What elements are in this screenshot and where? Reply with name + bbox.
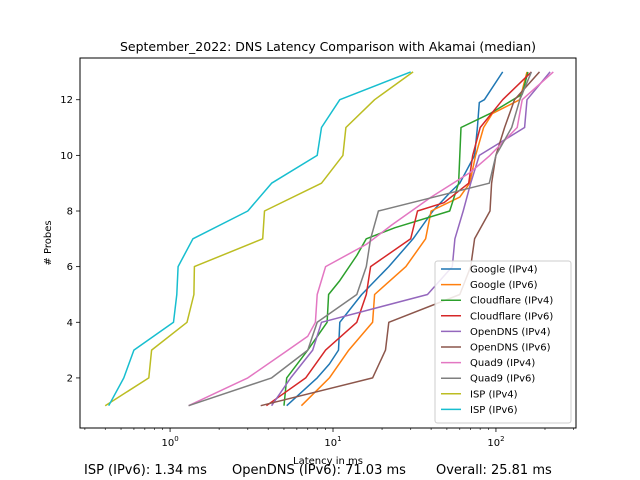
legend-label-1: Google (IPv6) xyxy=(470,280,538,291)
x-axis-label: Latency in ms xyxy=(293,456,363,467)
series-line-1 xyxy=(300,71,528,407)
legend-label-5: OpenDNS (IPv6) xyxy=(470,343,551,354)
legend-label-2: Cloudflare (IPv4) xyxy=(470,296,553,307)
legend-label-8: ISP (IPv4) xyxy=(470,389,518,400)
series-line-6 xyxy=(188,71,554,407)
x-tick-label-2: 102 xyxy=(487,435,504,449)
series-layer xyxy=(104,71,554,407)
y-axis: 2 4 6 8 10 12 xyxy=(60,95,80,384)
y-tick-label-3: 8 xyxy=(67,207,73,218)
x-tick-label-1: 101 xyxy=(324,435,341,449)
legend-label-7: Quad9 (IPv6) xyxy=(470,374,535,385)
series-line-7 xyxy=(188,71,533,407)
legend-box xyxy=(434,260,572,424)
y-tick-label-2: 6 xyxy=(67,262,73,273)
legend-label-3: Cloudflare (IPv6) xyxy=(470,311,553,322)
legend-label-9: ISP (IPv6) xyxy=(470,405,518,416)
legend: Google (IPv4) Google (IPv6) Cloudflare (IP… xyxy=(434,260,572,424)
summary-footer: ISP (IPv6): 1.34 ms OpenDNS (IPv6): 71.0… xyxy=(0,463,640,480)
footer-opendns-ipv6: OpenDNS (IPv6): 71.03 ms xyxy=(232,463,406,478)
series-line-0 xyxy=(286,71,504,407)
series-line-4 xyxy=(270,71,551,407)
footer-overall: Overall: 25.81 ms xyxy=(436,463,552,478)
legend-label-6: Quad9 (IPv4) xyxy=(470,358,535,369)
legend-label-0: Google (IPv4) xyxy=(470,265,538,276)
y-tick-label-5: 12 xyxy=(60,95,73,106)
x-axis: 100 101 102 xyxy=(84,428,574,449)
y-axis-label: # Probes xyxy=(43,220,54,265)
y-tick-label-1: 4 xyxy=(67,318,73,329)
chart-title: September_2022: DNS Latency Comparison w… xyxy=(120,39,536,54)
series-line-5 xyxy=(260,71,541,407)
series-line-9 xyxy=(108,71,411,407)
plot-frame xyxy=(79,57,577,429)
y-tick-label-4: 10 xyxy=(60,151,73,162)
series-line-3 xyxy=(265,71,532,407)
y-tick-label-0: 2 xyxy=(67,373,73,384)
footer-isp-ipv6: ISP (IPv6): 1.34 ms xyxy=(84,463,207,478)
x-tick-label-0: 100 xyxy=(161,435,178,449)
series-line-8 xyxy=(104,71,414,407)
legend-label-4: OpenDNS (IPv4) xyxy=(470,327,551,338)
